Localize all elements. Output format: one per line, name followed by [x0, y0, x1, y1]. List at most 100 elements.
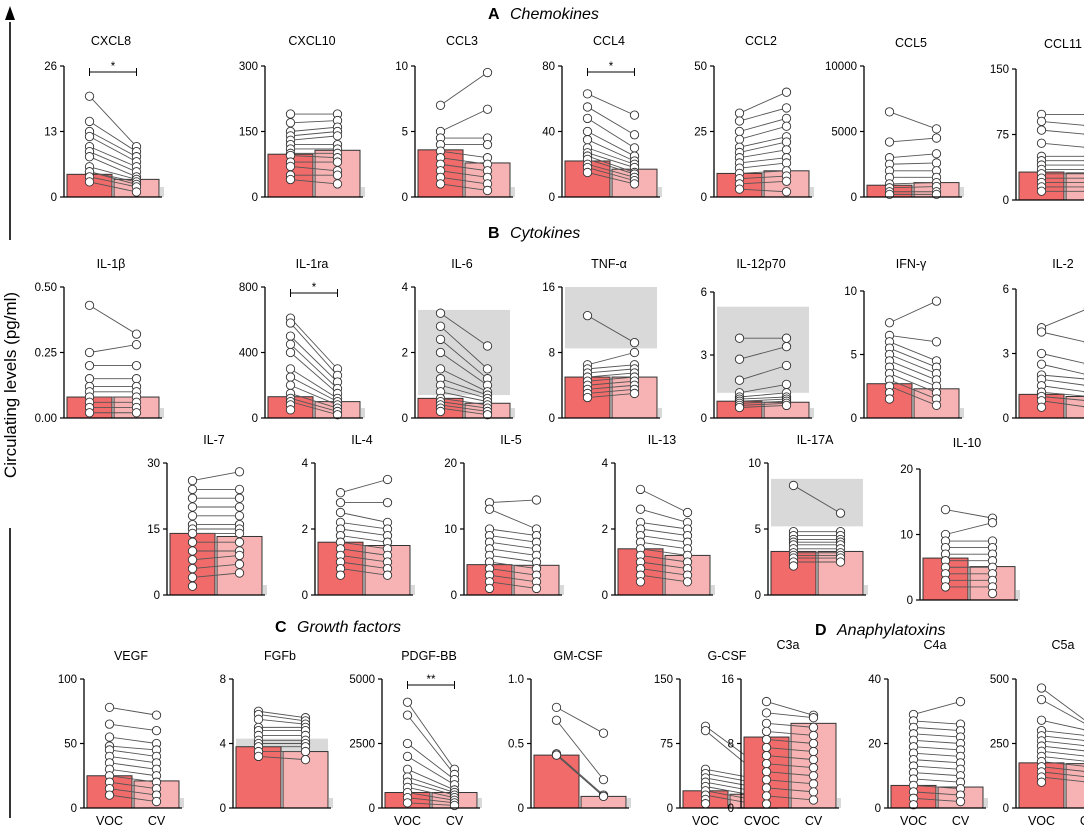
cv-point — [482, 104, 493, 114]
pair-line — [340, 521, 388, 530]
voc-point — [285, 161, 296, 172]
y-tick-label: 2 — [602, 524, 608, 536]
reference-marker — [160, 187, 164, 197]
cv-point — [955, 796, 966, 807]
cv-point — [332, 179, 343, 189]
category-label-cv: CV — [148, 814, 166, 828]
voc-point — [551, 702, 562, 713]
pair-line — [739, 175, 787, 180]
pair-line — [340, 548, 388, 556]
y-tick-label: 10 — [395, 61, 408, 73]
pair-line — [587, 384, 635, 390]
pair-line — [407, 797, 455, 804]
y-tick-label: 10 — [900, 530, 913, 542]
reference-band — [418, 309, 510, 396]
pair-line — [109, 745, 157, 751]
pair-line — [766, 712, 814, 719]
voc-point — [84, 374, 95, 384]
panel-gm-csf: GM-CSF 0 0.5 1.0 — [508, 649, 631, 815]
pair-line — [945, 509, 993, 519]
cv-point — [131, 408, 142, 418]
pair-line — [1041, 129, 1084, 135]
cv-point — [598, 791, 609, 802]
reference-band — [565, 287, 657, 349]
pair-line — [440, 352, 488, 386]
cv-point — [234, 484, 245, 495]
pair-line — [1041, 363, 1084, 375]
pair-line — [290, 155, 338, 159]
voc-point — [734, 134, 745, 145]
significance-label: ** — [427, 674, 436, 686]
pair-line — [640, 528, 688, 537]
pair-line — [440, 72, 488, 106]
y-tick-label: 25 — [694, 127, 707, 139]
panel-title: G-CSF — [708, 649, 747, 663]
pair-line — [913, 746, 961, 751]
y-tick-label: 100 — [58, 674, 77, 686]
y-tick-label: 75 — [660, 739, 673, 751]
reference-marker — [160, 408, 164, 418]
voc-point — [285, 318, 296, 328]
cv-point — [808, 763, 819, 773]
voc-point — [761, 759, 772, 769]
pair-line — [889, 385, 937, 406]
y-tick-label: 8 — [220, 674, 226, 686]
category-label-cv: CV — [744, 814, 762, 828]
cv-point — [482, 185, 493, 196]
pair-line — [766, 739, 814, 744]
pair-line — [1041, 745, 1084, 752]
panel-title: IL-17A — [797, 433, 834, 447]
voc-point — [435, 406, 446, 417]
pair-line — [89, 166, 137, 180]
y-tick-label: 0 — [451, 590, 457, 602]
y-tick-label: 40 — [542, 127, 555, 139]
pair-line — [766, 701, 814, 716]
pair-line — [587, 93, 635, 116]
voc-point — [582, 102, 593, 112]
cv-point — [382, 474, 393, 485]
pair-line — [440, 170, 488, 178]
voc-point — [285, 364, 296, 374]
pair-line — [913, 739, 961, 744]
pair-line — [587, 376, 635, 382]
y-tick-label: 0 — [252, 192, 258, 204]
voc-point — [734, 333, 745, 343]
voc-point — [187, 581, 198, 591]
bar-voc — [533, 754, 580, 809]
pair-line — [587, 163, 635, 178]
pair-line — [89, 146, 137, 168]
voc-point — [761, 783, 772, 793]
panel-tnf-: TNF-α 0 8 16 — [542, 257, 662, 425]
reference-marker — [511, 408, 515, 418]
panel-vegf: VEGF 0 50 100 VOC CV — [58, 649, 184, 828]
cv-point — [781, 176, 792, 186]
pair-line — [440, 150, 488, 159]
y-tick-label: 6 — [1003, 284, 1009, 296]
voc-point — [402, 738, 413, 749]
voc-point — [285, 405, 296, 415]
y-tick-label: 300 — [239, 61, 258, 73]
cv-point — [234, 502, 245, 512]
section-name: Chemokines — [510, 6, 599, 23]
pair-line — [89, 181, 137, 193]
cv-point — [151, 725, 162, 736]
y-tick-label: 0.25 — [35, 348, 57, 360]
panel-title: VEGF — [114, 649, 148, 663]
pair-line — [89, 151, 137, 173]
y-tick-label: 2 — [302, 524, 308, 536]
y-tick-label: 150 — [239, 127, 258, 139]
cv-point — [598, 728, 609, 738]
voc-point — [788, 561, 799, 571]
voc-point — [884, 318, 895, 328]
panel-title: IL-6 — [451, 257, 473, 271]
voc-point — [734, 126, 745, 137]
pair-line — [192, 572, 240, 578]
voc-point — [84, 152, 95, 162]
voc-point — [700, 725, 711, 736]
voc-point — [635, 577, 646, 587]
pair-line — [739, 107, 787, 122]
voc-point — [761, 750, 772, 761]
cv-point — [931, 133, 942, 143]
pair-line — [587, 315, 635, 344]
